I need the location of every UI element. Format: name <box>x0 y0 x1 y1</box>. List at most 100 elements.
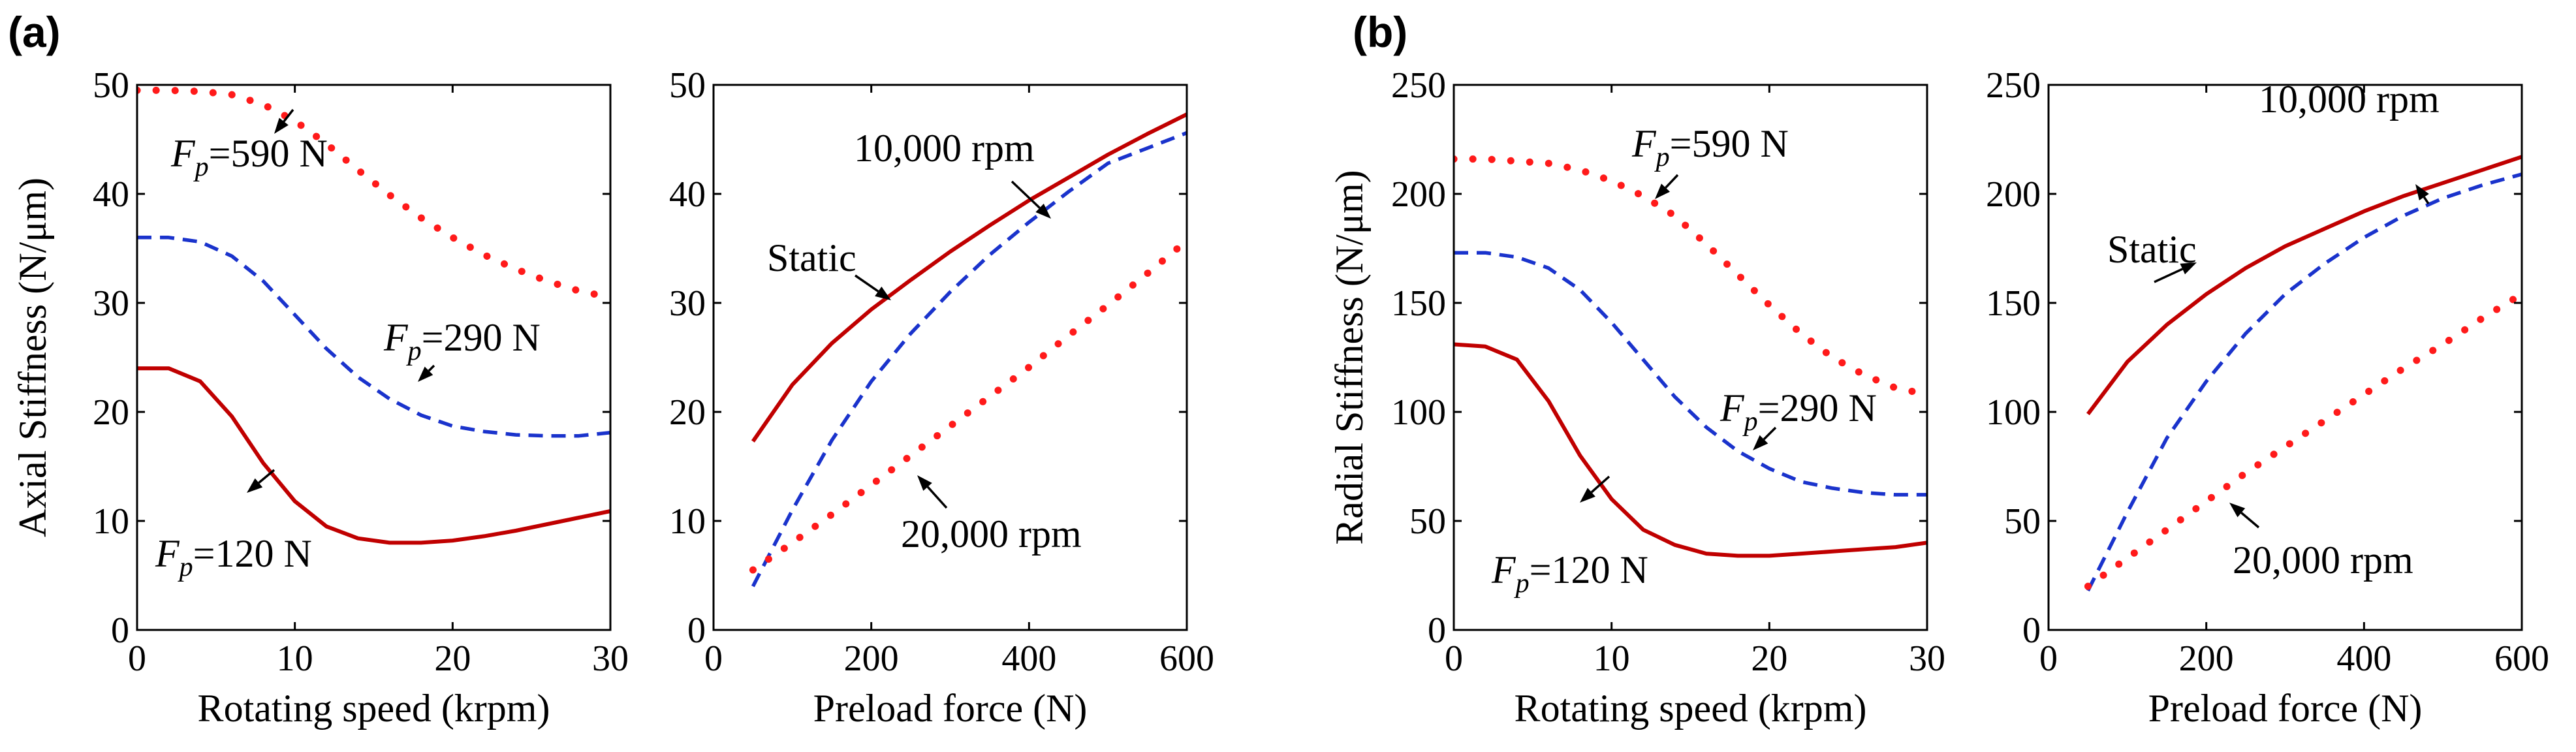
annotation-arrow-shaft <box>1590 475 1610 494</box>
x-axis-label: Rotating speed (krpm) <box>198 687 550 730</box>
curve-annotation: 10,000 rpm <box>854 127 1035 170</box>
y-tick-label: 0 <box>111 610 129 651</box>
annotation-arrow-head <box>418 366 433 382</box>
curve-annotation: Fp=120 N <box>1491 548 1648 599</box>
series-group <box>749 112 1187 588</box>
annotation-arrow-head <box>1655 183 1671 199</box>
y-tick-label: 250 <box>1391 65 1446 106</box>
y-tick-label: 0 <box>1428 610 1446 651</box>
annotation-arrow-head <box>1035 203 1051 219</box>
plot-frame <box>2047 84 2523 631</box>
y-tick-label: 40 <box>669 174 706 215</box>
series-group <box>137 86 610 545</box>
series-line-solid <box>2086 155 2522 416</box>
x-axis-label: Rotating speed (krpm) <box>1515 687 1867 730</box>
annotation-arrow-head <box>247 478 263 493</box>
annotation-arrow-head <box>1580 488 1595 503</box>
x-axis-label: Preload force (N) <box>813 687 1088 730</box>
x-tick-label: 400 <box>2336 638 2391 679</box>
y-tick-label: 0 <box>2022 610 2041 651</box>
x-axis-label: Preload force (N) <box>2148 687 2423 730</box>
annotation-arrow-shaft <box>428 364 435 372</box>
curve-annotation: 20,000 rpm <box>901 512 1082 556</box>
curve-annotation: Fp=290 N <box>1720 386 1877 437</box>
series-group <box>1454 155 1927 558</box>
x-tick-label: 0 <box>128 638 146 679</box>
x-tick-label: 400 <box>1001 638 1056 679</box>
chart-axial-vs-preload: 0 200 400 600 0 10 20 30 40 50 Preload force (N) 10… <box>669 65 1214 730</box>
series-line-solid <box>137 366 610 545</box>
annotation-arrow-shaft <box>926 486 948 509</box>
chart-radial-vs-preload: 0 200 400 600 0 50 100 150 200 250 Preload force (… <box>1986 65 2549 730</box>
y-tick-label: 40 <box>93 174 129 215</box>
x-tick-label: 200 <box>2179 638 2234 679</box>
y-tick-label: 150 <box>1391 283 1446 324</box>
curve-annotation: 10,000 rpm <box>2259 78 2440 121</box>
panel-label-a: (a) <box>8 8 61 56</box>
series-line-solid <box>1454 342 1927 558</box>
annotation-arrow-shaft <box>283 108 294 123</box>
y-tick-label: 200 <box>1391 174 1446 215</box>
x-tick-label: 0 <box>704 638 723 679</box>
y-tick-label: 50 <box>1409 501 1446 542</box>
y-tick-label: 50 <box>93 65 129 106</box>
series-line-dotted <box>137 86 610 302</box>
curve-annotation: Fp=590 N <box>170 132 328 182</box>
series-line-dotted <box>749 237 1187 574</box>
y-tick-label: 10 <box>669 501 706 542</box>
x-tick-label: 200 <box>844 638 899 679</box>
x-tick-label: 30 <box>592 638 629 679</box>
y-tick-label: 0 <box>687 610 706 651</box>
annotation-arrow-head <box>2180 262 2197 275</box>
y-tick-label: 30 <box>669 283 706 324</box>
annotation-arrow-shaft <box>2423 196 2430 204</box>
y-tick-label: 100 <box>1391 392 1446 433</box>
x-tick-label: 20 <box>1751 638 1787 679</box>
y-tick-label: 50 <box>2004 501 2041 542</box>
annotation-arrow-shaft <box>2240 512 2260 529</box>
plot-frame <box>136 84 612 631</box>
x-tick-label: 30 <box>1909 638 1945 679</box>
annotation-arrow-head <box>2415 184 2429 200</box>
series-line-dashed <box>2086 172 2522 592</box>
curve-annotation: 20,000 rpm <box>2233 539 2413 582</box>
x-tick-label: 10 <box>277 638 313 679</box>
series-line-dotted <box>1454 155 1927 398</box>
y-axis-label: Axial Stiffness (N/μm) <box>11 178 54 537</box>
x-tick-label: 0 <box>2039 638 2058 679</box>
y-tick-label: 50 <box>669 65 706 106</box>
y-tick-label: 100 <box>1986 392 2041 433</box>
curve-annotation: Fp=590 N <box>1631 122 1789 172</box>
plot-frame <box>712 84 1188 631</box>
series-group <box>2084 155 2522 592</box>
series-line-dashed <box>137 236 610 438</box>
chart-axial-vs-speed: 0 10 20 30 0 10 20 30 40 50 Rotating speed (krpm) A… <box>11 65 629 730</box>
series-line-dotted <box>2084 290 2522 590</box>
y-tick-label: 30 <box>93 283 129 324</box>
annotation-arrow-shaft <box>1665 174 1679 189</box>
annotation-arrow-head <box>274 118 289 134</box>
annotation-arrow-shaft <box>855 274 879 292</box>
plot-frame <box>1453 84 1928 631</box>
curve-annotation: Static <box>767 236 856 279</box>
annotation-arrow-shaft <box>258 469 275 484</box>
annotation-arrow-head <box>875 286 891 300</box>
x-tick-label: 20 <box>434 638 471 679</box>
y-tick-label: 250 <box>1986 65 2041 106</box>
annotation-arrow-shaft <box>1763 426 1777 441</box>
x-tick-label: 0 <box>1445 638 1463 679</box>
y-tick-label: 150 <box>1986 283 2041 324</box>
annotation-arrow-head <box>917 475 932 491</box>
panel-label-b: (b) <box>1353 8 1407 56</box>
y-tick-label: 20 <box>669 392 706 433</box>
x-tick-label: 10 <box>1594 638 1630 679</box>
series-line-solid <box>751 112 1187 443</box>
x-tick-label: 600 <box>1159 638 1214 679</box>
y-tick-label: 20 <box>93 392 129 433</box>
annotation-arrow-head <box>1753 435 1768 450</box>
annotation-arrow-head <box>2229 503 2246 518</box>
y-tick-label: 200 <box>1986 174 2041 215</box>
annotation-arrow-shaft <box>1011 180 1041 209</box>
chart-radial-vs-speed: 0 10 20 30 0 50 100 150 200 250 Rotating speed (kr… <box>1328 65 1945 730</box>
